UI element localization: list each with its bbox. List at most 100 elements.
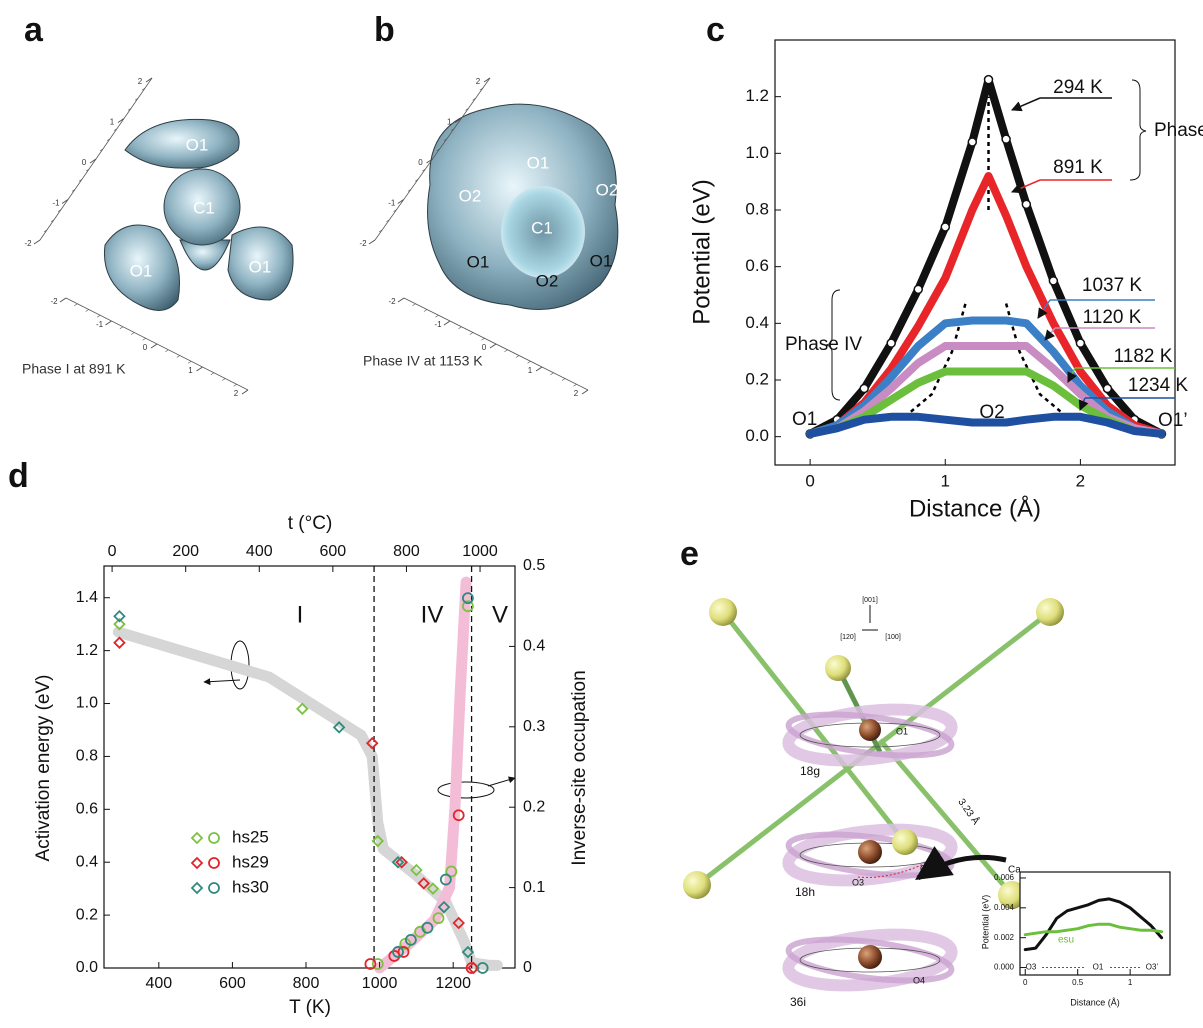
diamond-marker <box>296 702 309 716</box>
y2-tick-label: 0.1 <box>523 879 545 896</box>
minor-tick <box>414 179 419 182</box>
axis-indicator <box>437 781 495 799</box>
atom-label: O4 <box>913 975 925 985</box>
region-label: O1 <box>186 135 209 154</box>
tick <box>535 366 543 372</box>
minor-tick <box>99 148 104 152</box>
axis-3d-tick-label: 0 <box>418 158 423 167</box>
tick <box>483 77 491 83</box>
series-label: 1182 K <box>1114 346 1173 367</box>
y2-tick-label: 0 <box>523 959 532 976</box>
circle-marker <box>421 921 434 934</box>
ca-atom <box>998 881 1026 909</box>
cavity <box>501 186 585 278</box>
minor-tick <box>443 138 448 141</box>
diamond-marker <box>371 834 385 848</box>
minor-tick <box>550 372 554 375</box>
minor-tick <box>50 219 55 222</box>
minor-tick <box>85 309 89 312</box>
minor-tick <box>412 303 416 306</box>
diamond-marker <box>113 636 126 649</box>
annotation: O2 <box>979 402 1004 423</box>
x-tick-label: 0 <box>805 471 814 490</box>
y-tick-label: 0.2 <box>76 906 98 923</box>
tick <box>150 343 158 349</box>
region-label: O1 <box>130 261 153 280</box>
marker <box>1021 199 1032 210</box>
minor-tick <box>71 189 76 192</box>
y-tick-label: 0.002 <box>994 933 1015 942</box>
minor-tick <box>43 229 48 233</box>
x-tick-label: 0 <box>1023 978 1028 987</box>
minor-tick <box>436 148 440 152</box>
site-label: 18h <box>795 885 815 899</box>
marker <box>967 137 978 147</box>
x2-axis-label: t (°C) <box>288 513 333 534</box>
circle-marker <box>445 865 458 878</box>
region-label: O2 <box>596 180 619 199</box>
axis-3d-tick-label: 1 <box>188 366 193 375</box>
minor-tick <box>176 355 180 358</box>
tick <box>581 389 589 395</box>
y-tick-label: 0.6 <box>76 801 98 818</box>
plot-frame <box>103 565 516 969</box>
region-label: C1 <box>193 198 215 217</box>
y2-axis-label: Inverse-site occupation <box>569 670 590 865</box>
y-tick-label: 1.2 <box>745 86 769 105</box>
series-label: esu <box>1058 935 1074 946</box>
minor-tick <box>134 98 139 101</box>
x-tick-label: 400 <box>145 975 172 992</box>
region-label: O2 <box>459 186 482 205</box>
region-label: O1 <box>467 252 490 271</box>
distance-label: 3.23 Å <box>955 796 982 827</box>
diamond-marker <box>437 900 451 914</box>
minor-tick <box>74 303 78 306</box>
y-tick-label: 0.6 <box>745 256 769 275</box>
minor-tick <box>561 378 566 381</box>
tick <box>368 239 376 245</box>
x-tick-label: 1000 <box>362 975 398 992</box>
diamond-marker <box>113 609 126 623</box>
tick <box>397 199 405 204</box>
diamond-marker <box>417 877 431 890</box>
legend-marker <box>190 831 204 845</box>
annotation: O1 <box>792 409 817 430</box>
brace <box>825 289 841 401</box>
lobe <box>124 118 240 169</box>
annotation: Phase IV <box>785 334 862 355</box>
minor-tick <box>469 332 474 335</box>
inset-y-label: Potential (eV) <box>980 895 990 950</box>
ca-atom <box>709 598 737 626</box>
axis-3d-tick-label: -1 <box>96 320 104 329</box>
y-tick-label: 0.006 <box>994 873 1015 882</box>
inset-x-label: Distance (Å) <box>1070 997 1120 1007</box>
line <box>806 367 1166 438</box>
minor-tick <box>222 378 226 381</box>
minor-tick <box>85 168 90 172</box>
axis-3d-tick-label: -1 <box>434 320 442 329</box>
legend-marker <box>190 881 204 895</box>
ring <box>785 711 955 759</box>
y-tick-label: 1.2 <box>76 642 98 659</box>
marker <box>859 383 869 394</box>
region-label: O1 <box>249 257 272 276</box>
x2-tick-label: 0 <box>108 543 117 560</box>
tick <box>397 297 405 303</box>
atom-label: O1 <box>896 726 908 736</box>
axis-3d-tick-label: 0 <box>82 158 87 167</box>
marker <box>1001 134 1011 144</box>
minor-tick <box>450 128 455 131</box>
minor-tick <box>515 355 520 358</box>
site-label: 36i <box>790 995 806 1009</box>
region-label: O2 <box>536 271 559 290</box>
atom-label: Ca <box>1008 865 1021 876</box>
callout-arrow <box>915 845 1007 881</box>
carbon-atom <box>859 719 881 741</box>
tick <box>145 77 153 83</box>
tick <box>241 389 249 395</box>
y-tick-label: 1.0 <box>76 695 98 712</box>
tick <box>33 239 41 245</box>
leader-arrow <box>1011 179 1041 194</box>
circle-marker <box>452 809 465 822</box>
axis-indicator-arrow <box>487 776 516 787</box>
